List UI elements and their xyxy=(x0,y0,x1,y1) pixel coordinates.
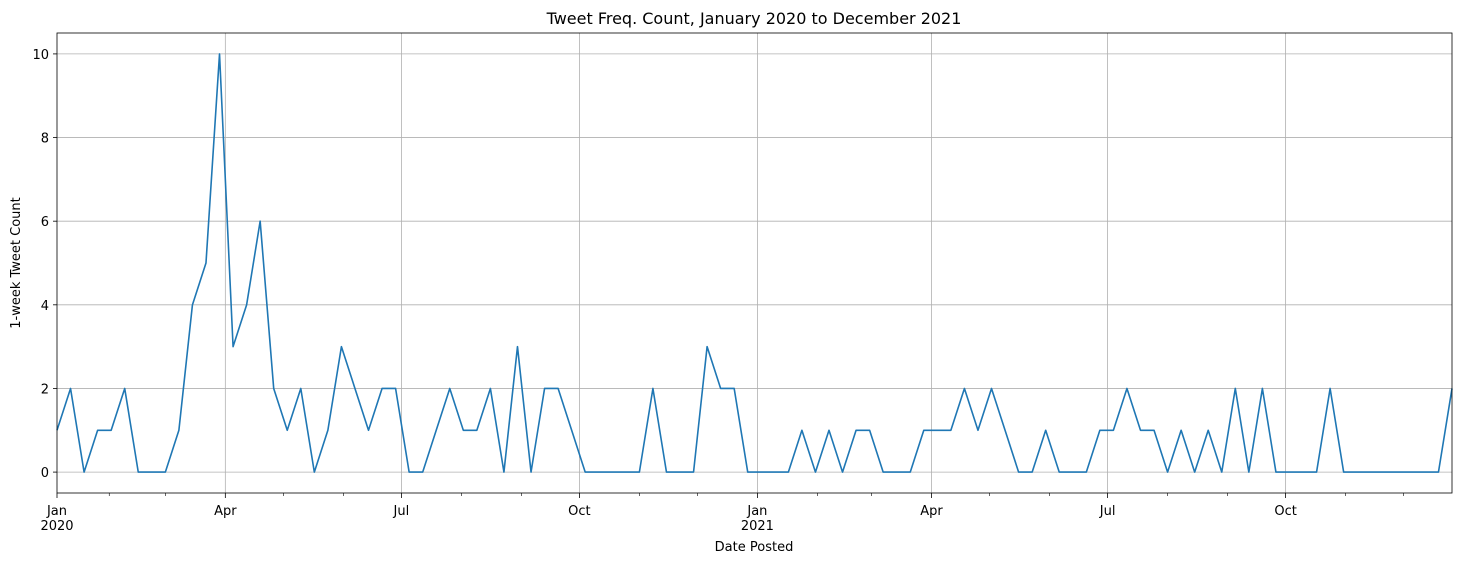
x-tick-label: Apr xyxy=(920,504,943,519)
grid xyxy=(57,33,1452,493)
y-tick-label: 10 xyxy=(32,48,49,63)
x-tick-label: Jul xyxy=(1099,504,1116,519)
y-tick-label: 6 xyxy=(41,215,49,230)
series-line xyxy=(56,53,1453,473)
y-tick-label: 8 xyxy=(41,132,49,147)
chart-title: Tweet Freq. Count, January 2020 to Decem… xyxy=(546,9,962,28)
y-tick-label: 2 xyxy=(41,382,49,397)
x-tick-label: Jan xyxy=(746,504,767,519)
x-tick-label: Oct xyxy=(1274,504,1296,519)
x-tick-year-label: 2020 xyxy=(40,519,73,534)
x-axis-title: Date Posted xyxy=(715,540,794,555)
x-tick-label: Jan xyxy=(46,504,67,519)
x-tick-label: Jul xyxy=(393,504,410,519)
x-tick-year-label: 2021 xyxy=(741,519,774,534)
y-tick-label: 4 xyxy=(41,299,49,314)
x-tick-label: Apr xyxy=(214,504,237,519)
x-tick-label: Oct xyxy=(568,504,590,519)
y-tick-label: 0 xyxy=(41,466,49,481)
y-axis-title: 1-week Tweet Count xyxy=(9,197,24,329)
series-group xyxy=(56,53,1453,473)
plot-frame xyxy=(56,32,1453,494)
